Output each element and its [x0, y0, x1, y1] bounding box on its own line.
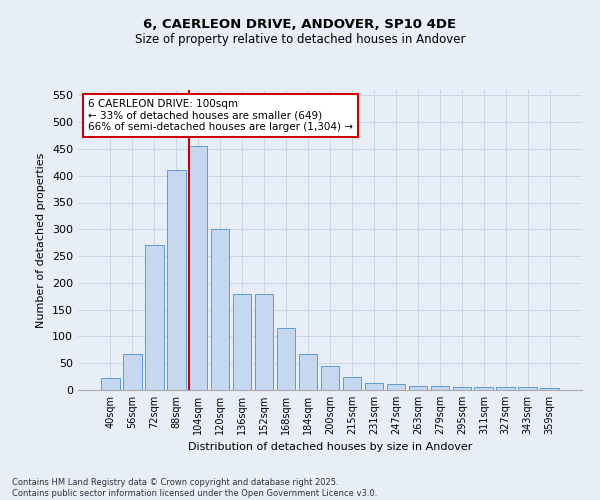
Bar	[343, 376, 361, 390]
Bar	[233, 294, 251, 390]
Bar	[496, 388, 515, 390]
Bar	[320, 366, 340, 390]
Bar	[365, 383, 383, 390]
Bar	[299, 354, 317, 390]
Bar	[189, 146, 208, 390]
Bar	[167, 170, 185, 390]
Bar	[541, 388, 559, 390]
Text: 6, CAERLEON DRIVE, ANDOVER, SP10 4DE: 6, CAERLEON DRIVE, ANDOVER, SP10 4DE	[143, 18, 457, 30]
Bar	[145, 246, 164, 390]
Bar	[518, 388, 537, 390]
Bar	[211, 230, 229, 390]
Bar	[409, 386, 427, 390]
Y-axis label: Number of detached properties: Number of detached properties	[37, 152, 46, 328]
Bar	[475, 388, 493, 390]
Bar	[431, 386, 449, 390]
Bar	[277, 328, 295, 390]
Text: Distribution of detached houses by size in Andover: Distribution of detached houses by size …	[188, 442, 472, 452]
Text: 6 CAERLEON DRIVE: 100sqm
← 33% of detached houses are smaller (649)
66% of semi-: 6 CAERLEON DRIVE: 100sqm ← 33% of detach…	[88, 99, 353, 132]
Bar	[101, 378, 119, 390]
Bar	[452, 388, 471, 390]
Bar	[386, 384, 405, 390]
Text: Size of property relative to detached houses in Andover: Size of property relative to detached ho…	[135, 32, 465, 46]
Bar	[123, 354, 142, 390]
Text: Contains HM Land Registry data © Crown copyright and database right 2025.
Contai: Contains HM Land Registry data © Crown c…	[12, 478, 377, 498]
Bar	[255, 294, 274, 390]
